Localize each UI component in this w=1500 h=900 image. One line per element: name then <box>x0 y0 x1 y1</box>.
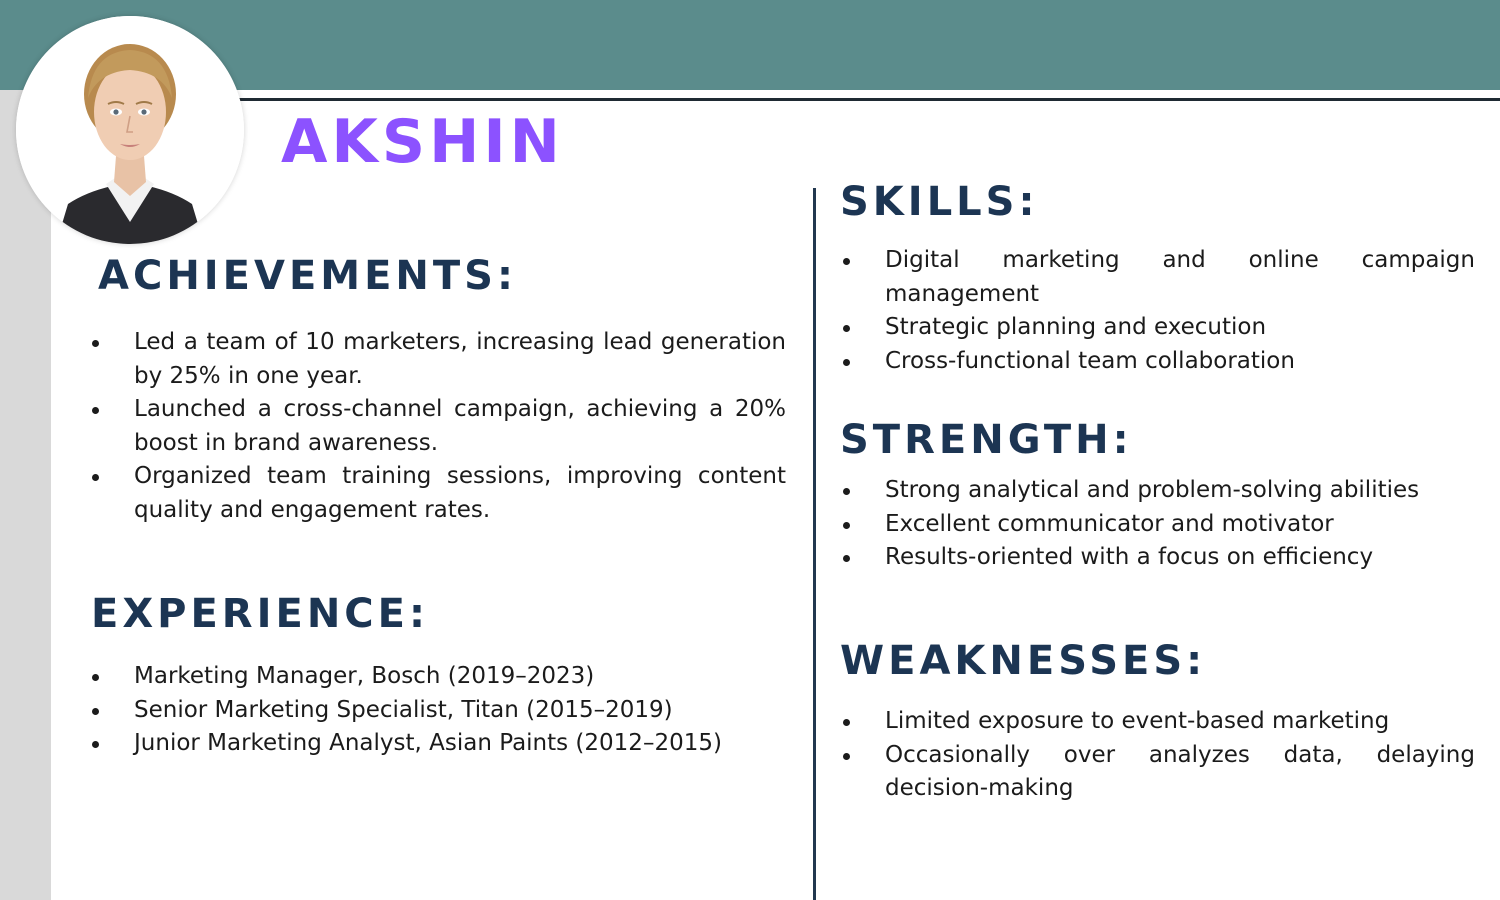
list-item: Results-oriented with a focus on efficie… <box>843 541 1475 575</box>
list-item: Launched a cross-channel campaign, achie… <box>92 393 786 460</box>
header-rule <box>230 98 1500 101</box>
skills-list: Digital marketing and online campaign ma… <box>843 244 1475 378</box>
candidate-name: AKSHIN <box>281 107 564 177</box>
list-item: Excellent communicator and motivator <box>843 508 1475 542</box>
list-item: Organized team training sessions, improv… <box>92 460 786 527</box>
strength-heading: STRENGTH: <box>840 417 1133 463</box>
list-item: Digital marketing and online campaign ma… <box>843 244 1475 311</box>
achievements-list: Led a team of 10 marketers, increasing l… <box>92 326 786 527</box>
portrait-illustration <box>16 16 244 244</box>
profile-photo <box>16 16 244 244</box>
achievements-heading: ACHIEVEMENTS: <box>98 253 517 299</box>
weaknesses-heading: WEAKNESSES: <box>840 638 1207 684</box>
experience-heading: EXPERIENCE: <box>91 591 429 637</box>
list-item: Limited exposure to event-based marketin… <box>843 705 1475 739</box>
strength-list: Strong analytical and problem-solving ab… <box>843 474 1475 575</box>
list-item: Marketing Manager, Bosch (2019–2023) <box>92 660 786 694</box>
weaknesses-list: Limited exposure to event-based marketin… <box>843 705 1475 806</box>
skills-heading: SKILLS: <box>840 179 1039 225</box>
column-divider <box>813 188 816 900</box>
list-item: Junior Marketing Analyst, Asian Paints (… <box>92 727 786 761</box>
list-item: Led a team of 10 marketers, increasing l… <box>92 326 786 393</box>
header-band <box>0 0 1500 90</box>
left-accent-strip <box>0 90 51 900</box>
list-item: Senior Marketing Specialist, Titan (2015… <box>92 694 786 728</box>
list-item: Cross-functional team collaboration <box>843 345 1475 379</box>
list-item: Occasionally over analyzes data, delayin… <box>843 739 1475 806</box>
list-item: Strategic planning and execution <box>843 311 1475 345</box>
experience-list: Marketing Manager, Bosch (2019–2023) Sen… <box>92 660 786 761</box>
list-item: Strong analytical and problem-solving ab… <box>843 474 1475 508</box>
